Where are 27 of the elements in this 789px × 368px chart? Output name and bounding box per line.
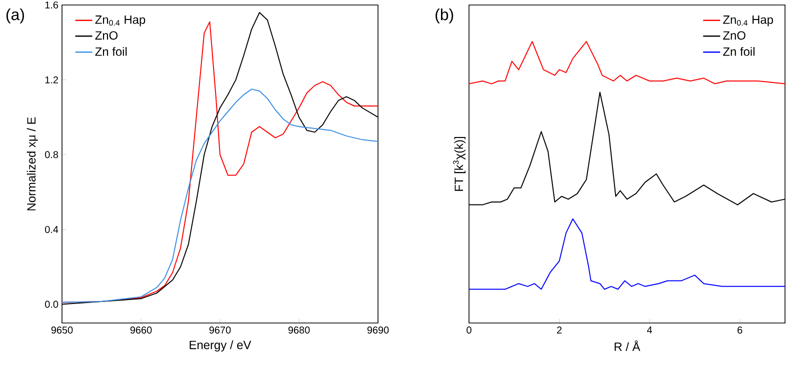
line-series	[62, 88, 379, 303]
text: (b)	[436, 8, 454, 24]
y-tick-label: 0.4	[45, 226, 58, 233]
x-tick-label: 4	[647, 326, 652, 334]
y-tick-label: 1.2	[45, 76, 58, 84]
legend-label: Zn$_{0.4}$ Hap	[723, 16, 773, 26]
x-axis-title: R / Å	[614, 340, 640, 351]
x-tick-label: 2	[557, 326, 562, 334]
x-tick-label: 9650	[51, 326, 73, 334]
x-tick-label: 9680	[288, 326, 310, 334]
legend-label: Zn$_{0.4}$ Hap	[95, 16, 146, 26]
y-axis-title: Normalized xμ / E	[26, 117, 38, 210]
legend-label: ZnO	[95, 31, 118, 40]
x-tick-label: 0	[466, 326, 472, 334]
y-tick-label: 0.0	[45, 300, 58, 308]
x-axis-title: Energy / eV	[190, 340, 252, 352]
x-tick-label: 9670	[209, 326, 231, 334]
text: (a)	[6, 8, 24, 24]
y-axis-title: FT [k$^{3}$χ(k)]	[453, 137, 466, 191]
x-tick-label: 9690	[367, 326, 389, 334]
x-tick-label: 6	[738, 326, 742, 334]
legend-label: Zn foil	[723, 47, 754, 56]
y-tick-label: 0.8	[45, 151, 58, 158]
legend-label: Zn foil	[95, 47, 127, 56]
legend-label: ZnO	[723, 31, 746, 40]
x-tick-label: 9660	[130, 326, 152, 334]
y-tick-label: 1.6	[45, 1, 58, 9]
